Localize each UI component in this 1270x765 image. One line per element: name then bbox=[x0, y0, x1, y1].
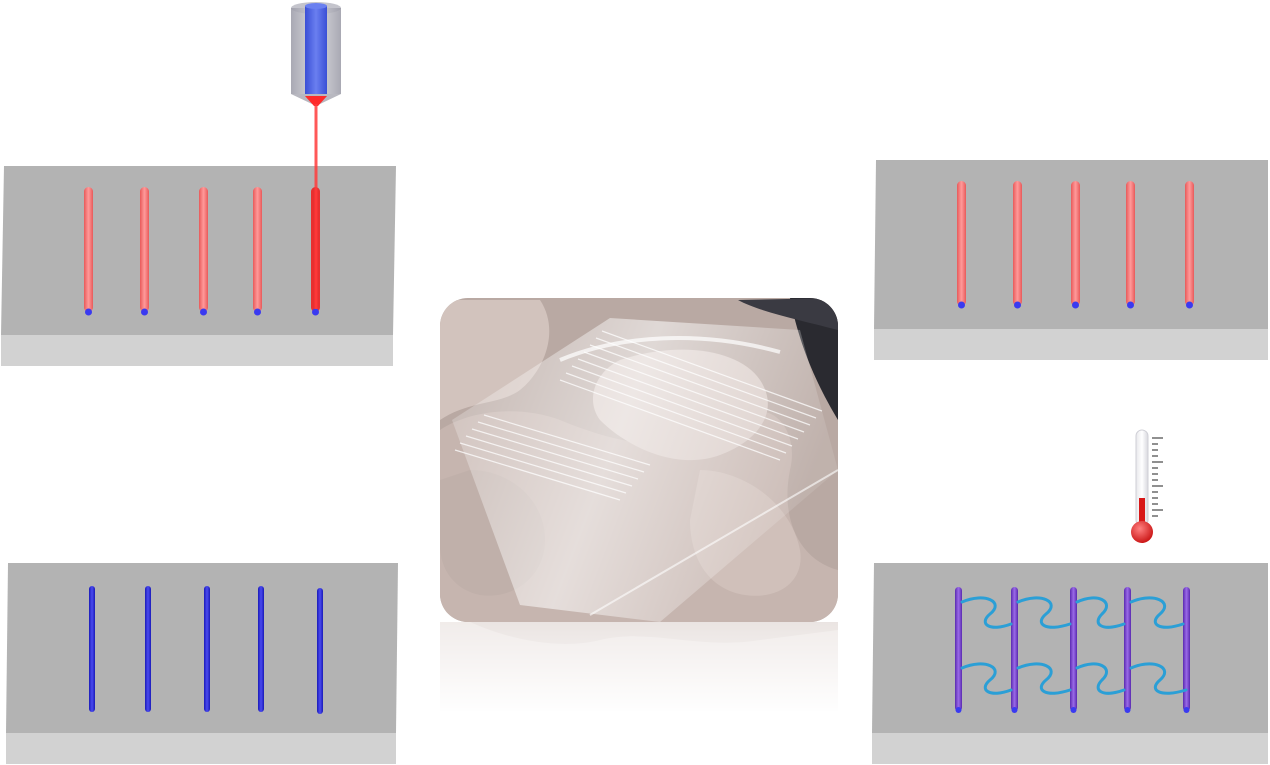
panel-top-left bbox=[1, 2, 396, 366]
laser-beam bbox=[314, 104, 318, 309]
thermometer-icon bbox=[1131, 429, 1163, 543]
slab-front-face bbox=[1, 335, 393, 366]
channel bbox=[1185, 181, 1194, 309]
channel bbox=[140, 187, 149, 316]
channel bbox=[84, 187, 93, 316]
channel-end-dot bbox=[1072, 301, 1079, 309]
channel bbox=[1011, 587, 1018, 713]
panel-top-right bbox=[874, 160, 1268, 360]
helix-curl bbox=[1075, 662, 1126, 695]
helix-curl bbox=[1075, 596, 1126, 629]
transparent-film bbox=[452, 318, 838, 622]
helix-curl bbox=[1016, 596, 1072, 629]
panel-bottom-right bbox=[872, 429, 1268, 764]
channel bbox=[199, 187, 208, 316]
channel bbox=[957, 181, 966, 309]
channel bbox=[1013, 181, 1022, 309]
channel bbox=[1070, 587, 1077, 713]
sample-photo bbox=[440, 298, 838, 622]
slab-top-face bbox=[6, 563, 398, 733]
glove-thumb bbox=[440, 300, 550, 420]
channel bbox=[1071, 181, 1080, 309]
channel bbox=[145, 586, 151, 712]
helix-curl bbox=[1016, 662, 1072, 695]
channel-end-dot bbox=[85, 308, 92, 316]
channel-end-dot bbox=[141, 308, 148, 316]
channel bbox=[253, 187, 262, 316]
photo-reflection bbox=[440, 622, 838, 712]
channel bbox=[89, 586, 95, 712]
helix-curl bbox=[960, 596, 1013, 629]
channel bbox=[955, 587, 962, 713]
channel-group bbox=[955, 587, 1190, 713]
panel-bottom-left bbox=[6, 563, 398, 764]
slab-front-face bbox=[6, 733, 396, 764]
slab-top-face bbox=[1, 166, 396, 335]
channel-group bbox=[957, 181, 1194, 309]
channel-end-dot bbox=[1127, 301, 1134, 309]
channel-end-dot bbox=[1186, 301, 1193, 309]
helix-curl bbox=[1129, 662, 1188, 695]
channel bbox=[204, 586, 210, 712]
channel-end-dot bbox=[312, 308, 319, 316]
channel-end-dot bbox=[958, 301, 965, 309]
channel bbox=[258, 586, 264, 712]
helix-group bbox=[960, 596, 1188, 695]
channel bbox=[1183, 587, 1190, 713]
channel bbox=[1124, 587, 1131, 713]
slab-front-face bbox=[874, 329, 1268, 360]
channel-end-dot bbox=[200, 308, 207, 316]
channel-group bbox=[89, 586, 323, 714]
slab-front-face bbox=[872, 733, 1268, 764]
channel bbox=[317, 588, 323, 714]
laser-nozzle-icon bbox=[291, 2, 341, 309]
film-channel-lines bbox=[454, 330, 823, 501]
helix-curl bbox=[960, 662, 1013, 695]
channel-end-dot bbox=[1014, 301, 1021, 309]
helix-curl bbox=[1129, 596, 1185, 629]
channel-end-dot bbox=[254, 308, 261, 316]
channel bbox=[1126, 181, 1135, 309]
